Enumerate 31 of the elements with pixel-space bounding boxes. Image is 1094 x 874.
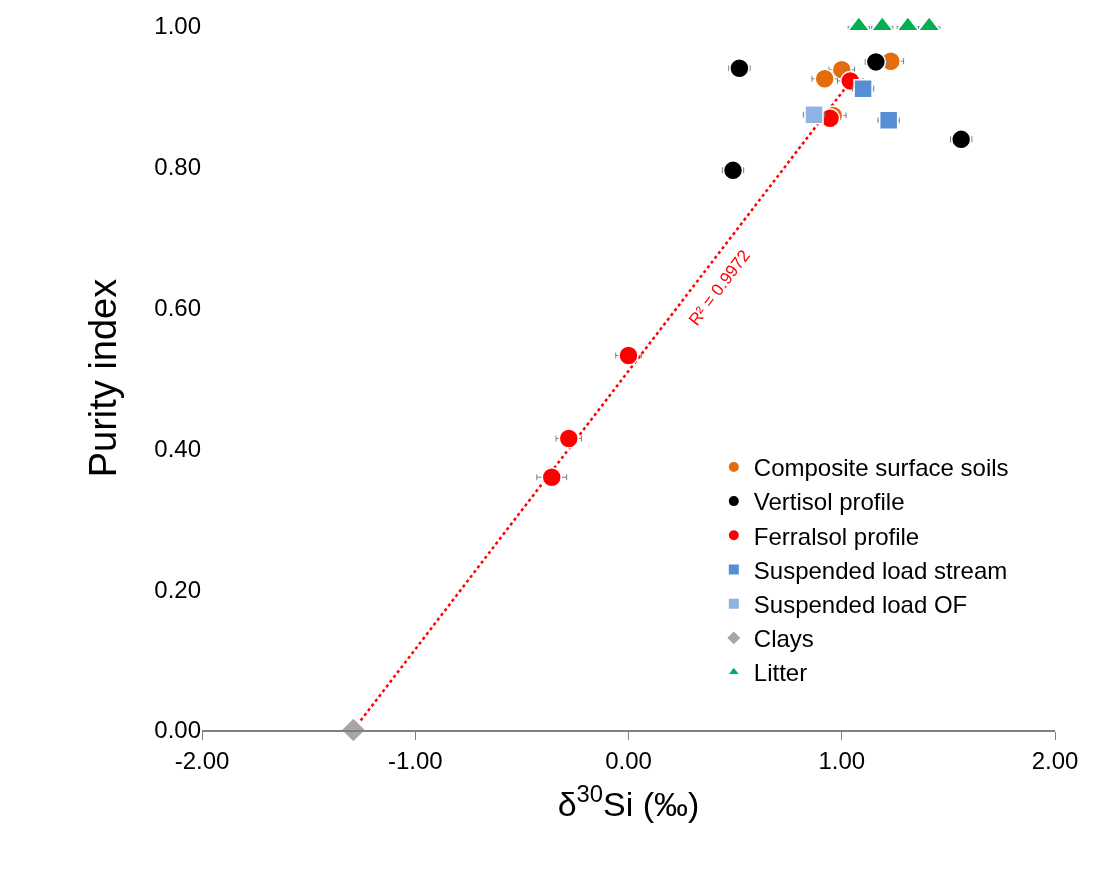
y-tick-label: 0.80 [154, 153, 201, 181]
y-tick-label: 1.00 [154, 12, 201, 40]
point [729, 57, 750, 79]
point [541, 467, 562, 488]
point [558, 428, 580, 449]
point [618, 345, 639, 366]
point [814, 68, 835, 90]
y-tick-label: 0.20 [154, 575, 201, 603]
x-tick-label: -2.00 [174, 746, 230, 774]
point [722, 160, 744, 181]
x-tick-label: 2.00 [1031, 746, 1079, 774]
legend-label: Suspended load OF [753, 591, 968, 619]
point [804, 104, 824, 125]
legend-label: Litter [753, 659, 808, 687]
y-tick-label: 0.00 [154, 716, 201, 744]
x-tick-label: 0.00 [605, 746, 652, 774]
legend-label: Composite surface soils [753, 454, 1009, 482]
legend-label: Clays [753, 625, 814, 653]
y-tick-label: 0.40 [154, 434, 201, 462]
point [853, 78, 873, 99]
legend-label: Ferralsol profile [753, 522, 920, 550]
point [878, 110, 899, 131]
legend-label: Suspended load stream [753, 556, 1008, 584]
x-tick-label: -1.00 [387, 746, 443, 774]
x-axis-title: δ$^{30}$Si (‰) [557, 780, 700, 824]
y-tick-label: 0.60 [154, 294, 201, 321]
point [865, 51, 887, 73]
x-tick-label: 1.00 [818, 746, 866, 774]
legend-label: Vertisol profile [753, 488, 905, 516]
y-axis-title: Purity index [82, 278, 125, 478]
point [950, 129, 972, 150]
